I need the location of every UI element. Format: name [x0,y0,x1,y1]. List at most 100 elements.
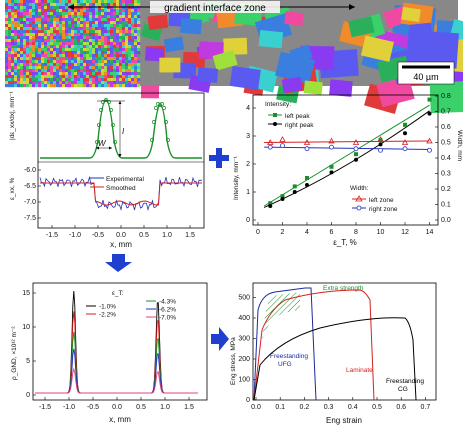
fine-grain [137,45,141,49]
fine-grain [89,45,93,49]
fine-grain [20,66,24,70]
fine-grain [17,60,21,64]
fine-grain [104,51,108,55]
fine-grain [50,24,54,28]
fine-grain [20,69,24,73]
fine-grain [92,33,96,37]
fine-grain [119,30,123,34]
fine-grain [83,75,87,79]
fine-grain [14,42,18,46]
fine-grain [107,15,111,19]
fine-grain [116,72,120,76]
fine-grain [23,78,27,82]
fine-grain [65,78,69,82]
fine-grain [47,24,51,28]
fine-grain [77,6,81,10]
fine-grain [59,60,63,64]
stress-ytick-label: 0 [246,397,250,404]
fine-grain [11,66,15,70]
fine-grain [8,57,12,61]
fine-grain [74,39,78,43]
fine-grain [44,84,48,88]
fine-grain [32,21,36,25]
right-zone-point [402,146,408,152]
gnd-curve [35,311,198,394]
width-ytick-label: 0.2 [441,186,451,193]
fine-grain [56,51,60,55]
fine-grain [65,45,69,49]
fine-grain [68,36,72,40]
fine-grain [17,21,21,25]
fine-grain [110,33,114,37]
left-peak-marker [273,113,277,117]
fine-grain [23,0,27,4]
fine-grain [125,3,129,7]
fine-grain [131,30,135,34]
stress-ytick-label: 400 [238,315,250,322]
fine-grain [29,33,33,37]
fine-grain [59,9,63,13]
peak-width-label: W [98,139,107,148]
fine-grain [80,78,84,82]
fine-grain [59,42,63,46]
fine-grain [77,78,81,82]
fine-grain [23,9,27,13]
fine-grain [20,0,24,4]
fine-grain [95,0,99,4]
fine-grain [56,39,60,43]
fine-grain [104,66,108,70]
fine-grain [107,60,111,64]
fine-grain [119,75,123,79]
fine-grain [77,15,81,19]
fine-grain [71,12,75,16]
fine-grain [44,39,48,43]
fine-grain [86,21,90,25]
fine-grain [56,33,60,37]
fine-grain [50,78,54,82]
fine-grain [119,60,123,64]
fine-grain [23,48,27,52]
fine-grain [95,6,99,10]
profile-xtick-label: 1.5 [185,232,195,239]
fine-grain [8,78,12,82]
fine-grain [32,63,36,67]
fine-grain [68,9,72,13]
fine-grain [41,66,45,70]
fine-grain [8,75,12,79]
fine-grain [125,9,129,13]
fine-grain [116,33,120,37]
fine-grain [74,78,78,82]
fine-grain [47,84,51,88]
fine-grain [32,57,36,61]
fine-grain [26,63,30,67]
fine-grain [119,72,123,76]
fine-grain [8,15,12,19]
fine-grain [89,30,93,34]
fine-grain [110,15,114,19]
fine-grain [83,63,87,67]
fine-grain [11,18,15,22]
fine-grain [128,72,132,76]
fine-grain [11,63,15,67]
fine-grain [23,6,27,10]
fine-grain [71,30,75,34]
fine-grain [35,6,39,10]
fine-grain [59,75,63,79]
fine-grain [74,0,78,4]
fine-grain [14,54,18,58]
fine-grain [17,45,21,49]
fine-grain [101,63,105,67]
stress-frame [252,282,437,401]
fine-grain [104,81,108,85]
fine-grain [23,24,27,28]
ufg-label-line2: UFG [278,361,292,368]
fine-grain [131,21,135,25]
fine-grain [23,15,27,19]
fine-grain [23,81,27,85]
fine-grain [95,24,99,28]
fine-grain [5,9,9,13]
fine-grain [95,66,99,70]
fine-grain [5,33,9,37]
fine-grain [5,78,9,82]
fine-grain [134,21,138,25]
